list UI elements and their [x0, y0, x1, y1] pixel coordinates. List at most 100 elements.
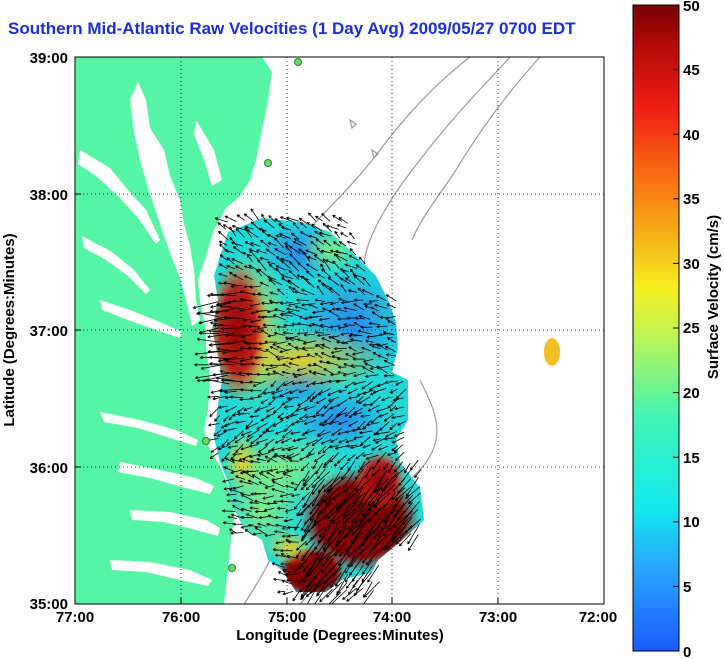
velocity-arrow: [338, 420, 348, 425]
velocity-arrow: [262, 495, 275, 500]
velocity-arrow: [218, 405, 228, 409]
velocity-arrow: [264, 533, 276, 538]
velocity-arrow: [266, 413, 276, 418]
velocity-arrow: [301, 346, 315, 350]
velocity-arrow: [355, 396, 364, 404]
velocity-arrow: [240, 388, 251, 392]
velocity-arrow: [334, 230, 341, 239]
velocity-arrow: [290, 431, 301, 435]
velocity-arrow: [242, 251, 253, 257]
velocity-arrow: [343, 323, 356, 327]
velocity-arrow: [244, 275, 253, 280]
velocity-arrow: [361, 500, 379, 517]
velocity-arrow: [326, 360, 340, 366]
velocity-arrow: [240, 430, 252, 436]
velocity-arrow: [258, 472, 269, 479]
velocity-arrow: [235, 444, 244, 454]
velocity-arrow: [281, 370, 291, 375]
velocity-arrow: [277, 412, 284, 419]
velocity-arrow: [326, 581, 343, 598]
velocity-arrow: [371, 345, 381, 350]
velocity-arrow: [340, 469, 351, 480]
velocity-arrow: [394, 406, 404, 411]
velocity-arrow: [308, 447, 315, 456]
velocity-arrow: [269, 278, 283, 286]
velocity-arrow: [221, 439, 229, 448]
velocity-arrow: [337, 365, 347, 369]
velocity-arrow: [354, 468, 365, 480]
velocity-arrow: [353, 436, 363, 440]
velocity-arrow: [329, 287, 340, 297]
y-tick-labels: 39:00 38:00 37:00 36:00 35:00: [30, 50, 68, 613]
velocity-arrow: [358, 314, 371, 320]
velocity-arrow: [242, 318, 252, 322]
velocity-arrow: [302, 499, 309, 509]
velocity-arrow: [226, 493, 237, 497]
velocity-arrow: [214, 415, 221, 422]
velocity-arrow: [331, 509, 349, 524]
velocity-arrow: [254, 526, 267, 535]
velocity-arrow: [249, 249, 259, 261]
velocity-arrow: [275, 265, 286, 271]
velocity-arrow: [219, 254, 228, 261]
velocity-arrow: [317, 431, 331, 437]
velocity-arrow: [329, 325, 340, 329]
velocity-arrow: [275, 234, 286, 239]
velocity-arrow: [319, 301, 334, 306]
velocity-arrow: [320, 439, 332, 445]
velocity-arrow: [352, 412, 363, 416]
velocity-arrow: [277, 590, 286, 594]
velocity-arrow: [275, 355, 285, 359]
velocity-arrow: [262, 323, 276, 327]
velocity-arrow: [375, 437, 387, 444]
velocity-arrow: [323, 368, 334, 375]
velocity-arrow: [342, 502, 358, 517]
velocity-arrow: [319, 360, 331, 365]
velocity-arrow: [198, 316, 227, 325]
velocity-arrow: [311, 484, 325, 507]
velocity-arrow: [219, 388, 244, 392]
velocity-arrow: [414, 469, 422, 479]
chesapeake-bay: [78, 82, 222, 586]
velocity-arrow: [271, 389, 284, 395]
velocity-arrow: [247, 479, 259, 486]
velocity-arrow: [320, 352, 332, 358]
velocity-arrow: [269, 291, 278, 295]
velocity-arrow: [218, 263, 228, 269]
velocity-arrow: [292, 222, 300, 230]
velocity-arrow: [337, 325, 349, 330]
colorbar-tick-label: 30: [683, 256, 700, 273]
velocity-arrow: [280, 549, 293, 553]
velocity-arrow: [242, 470, 255, 479]
velocity-arrow: [225, 406, 237, 413]
velocity-arrow: [239, 358, 252, 363]
velocity-arrow: [298, 380, 308, 385]
velocity-arrow: [322, 283, 334, 294]
velocity-arrow: [252, 380, 267, 387]
velocity-arrow: [320, 249, 332, 254]
velocity-arrow: [282, 331, 294, 335]
velocity-arrow: [330, 572, 342, 588]
velocity-arrow: [218, 230, 229, 241]
velocity-arrow: [333, 460, 342, 467]
velocity-arrow: [366, 334, 381, 339]
velocity-arrow: [221, 378, 243, 383]
velocity-arrow: [313, 254, 325, 264]
velocity-arrow: [261, 301, 270, 305]
velocity-arrow: [338, 517, 349, 535]
velocity-arrow: [241, 333, 253, 338]
velocity-arrow: [249, 285, 262, 289]
velocity-arrow: [314, 298, 326, 302]
velocity-arrow: [317, 333, 331, 338]
station-marker: [202, 437, 210, 445]
velocity-arrow: [408, 492, 422, 505]
velocity-arrow: [200, 363, 227, 370]
velocity-arrow: [371, 311, 381, 318]
velocity-arrow: [387, 337, 397, 344]
velocity-arrow: [257, 445, 268, 453]
velocity-arrow: [338, 438, 348, 444]
velocity-arrow: [252, 329, 262, 334]
velocity-arrow: [244, 241, 254, 247]
velocity-arrow: [357, 329, 372, 335]
velocity-arrow: [287, 302, 301, 307]
